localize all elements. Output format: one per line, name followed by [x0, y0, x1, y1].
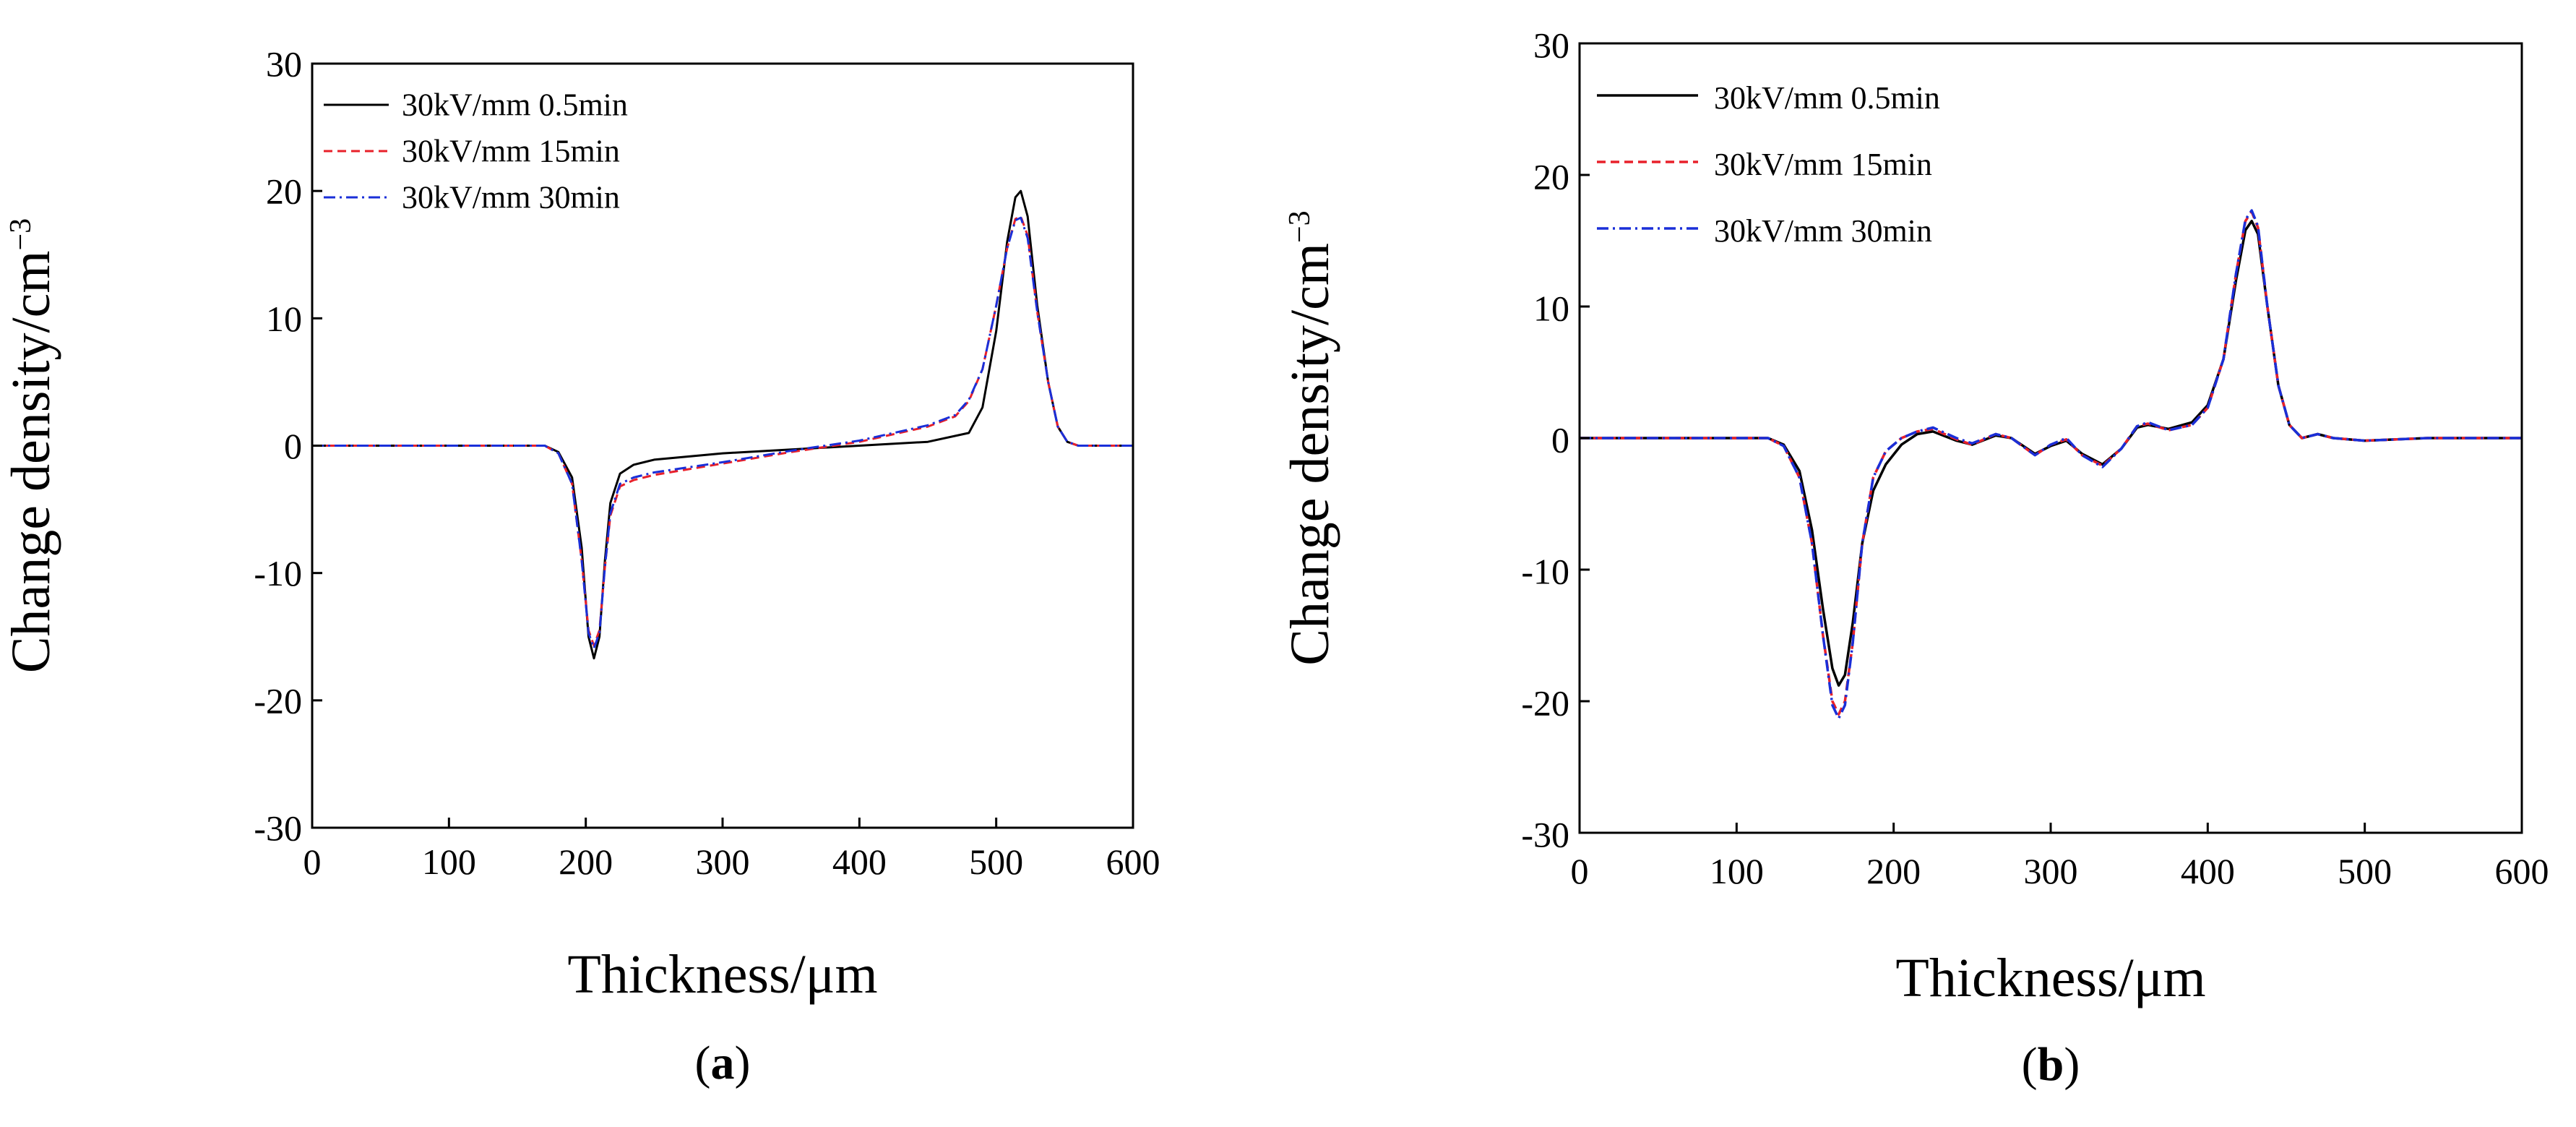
y-axis-title-superscript: −3 — [1283, 210, 1317, 243]
legend-label-2: 30kV/mm 30min — [1714, 213, 1932, 249]
x-tick-label: 0 — [303, 841, 322, 882]
x-tick-label: 500 — [969, 841, 1023, 882]
y-tick-label: -20 — [254, 680, 302, 721]
chart-panel-b: 0 100 200 300 400 500 600 -30 -20 -10 0 10 20 30 Thick… — [1280, 25, 2549, 1091]
y-tick-label: 30 — [1533, 25, 1569, 66]
x-tick-label: 400 — [832, 841, 887, 882]
y-tick-label: -30 — [1521, 815, 1569, 855]
legend-label-0: 30kV/mm 0.5min — [1714, 80, 1940, 116]
panel-label-close: ) — [735, 1037, 751, 1089]
panel-label-letter: a — [711, 1037, 735, 1089]
y-axis-title: Change density/cm−3 — [1280, 210, 1340, 665]
x-tick-label: 400 — [2181, 851, 2235, 891]
y-tick-label: -30 — [254, 808, 302, 849]
x-tick-label: 200 — [1866, 851, 1921, 891]
series-line-2 — [1580, 209, 2522, 720]
legend-label-2: 30kV/mm 30min — [402, 179, 620, 215]
panel-label-letter: b — [2038, 1038, 2064, 1091]
x-axis-title: Thickness/μm — [1895, 948, 2205, 1008]
x-axis-title: Thickness/μm — [567, 944, 877, 1005]
legend-label-0: 30kV/mm 0.5min — [402, 87, 628, 122]
panel-label-open: ( — [695, 1037, 711, 1089]
x-tick-label: 300 — [696, 841, 750, 882]
y-tick-label: 30 — [266, 44, 302, 85]
series-line-0 — [1580, 219, 2522, 687]
y-tick-label: 0 — [284, 426, 302, 466]
x-tick-label: 300 — [2024, 851, 2078, 891]
x-tick-label: 600 — [1106, 841, 1160, 882]
panel-label-open: ( — [2022, 1038, 2038, 1091]
legend-label-1: 30kV/mm 15min — [1714, 147, 1932, 182]
y-tick-label: 10 — [1533, 288, 1569, 329]
x-tick-label: 600 — [2495, 851, 2549, 891]
y-tick-label: -20 — [1521, 683, 1569, 724]
series-line-1 — [1580, 210, 2522, 716]
y-tick-label: 20 — [1533, 157, 1569, 197]
x-tick-label: 0 — [1571, 851, 1589, 891]
y-tick-label: 0 — [1551, 420, 1569, 460]
panel-label-close: ) — [2064, 1038, 2080, 1091]
x-tick-label: 200 — [559, 841, 613, 882]
chart-panel-a: 0 100 200 300 400 500 600 -30 -20 -10 0 10 20 30 Thick… — [1, 44, 1160, 1090]
y-tick-label: -10 — [1521, 552, 1569, 592]
y-tick-label: 10 — [266, 299, 302, 339]
panel-label: (a) — [695, 1037, 751, 1089]
y-tick-label: 20 — [266, 171, 302, 212]
y-axis-title-main: Change density/cm — [1280, 243, 1340, 666]
y-tick-label: -10 — [254, 553, 302, 594]
y-axis-title: Change density/cm−3 — [1, 218, 61, 673]
series-line-0 — [312, 189, 1133, 660]
x-tick-label: 500 — [2338, 851, 2392, 891]
x-tick-label: 100 — [422, 841, 476, 882]
series-line-1 — [312, 215, 1133, 647]
panel-label: (b) — [2022, 1038, 2080, 1091]
y-axis-title-superscript: −3 — [4, 218, 38, 251]
x-tick-label: 100 — [1710, 851, 1764, 891]
legend-label-1: 30kV/mm 15min — [402, 133, 620, 168]
series-line-2 — [312, 216, 1133, 650]
y-axis-title-main: Change density/cm — [1, 251, 61, 674]
